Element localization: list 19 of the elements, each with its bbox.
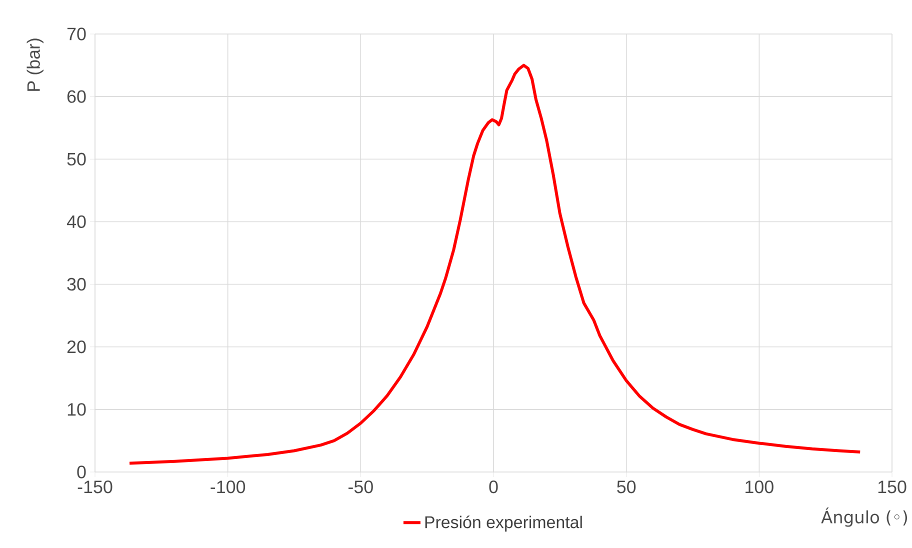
y-axis-title: P (bar) — [26, 38, 44, 91]
y-tick-label: 30 — [67, 278, 86, 291]
x-tick-label: 0 — [489, 480, 498, 494]
y-tick-label: 10 — [68, 403, 86, 416]
x-tick-label: -100 — [210, 480, 246, 494]
x-tick-label: 100 — [746, 480, 774, 494]
x-tick-label: -150 — [78, 480, 112, 494]
x-tick-label: -50 — [348, 480, 373, 494]
y-tick-label: 40 — [66, 215, 86, 228]
y-tick-label: 60 — [67, 90, 86, 103]
line-series — [128, 64, 862, 465]
legend-label: Presión experimental — [425, 516, 582, 532]
x-axis-title: Ángulo (◦) — [821, 508, 908, 527]
y-tick-label: 0 — [77, 466, 86, 478]
x-tick-label: 50 — [617, 480, 636, 494]
y-tick-label: 20 — [67, 340, 86, 354]
y-tick-label: 50 — [67, 152, 86, 166]
y-tick-label: 70 — [67, 28, 86, 40]
x-tick-label: 150 — [878, 480, 906, 494]
